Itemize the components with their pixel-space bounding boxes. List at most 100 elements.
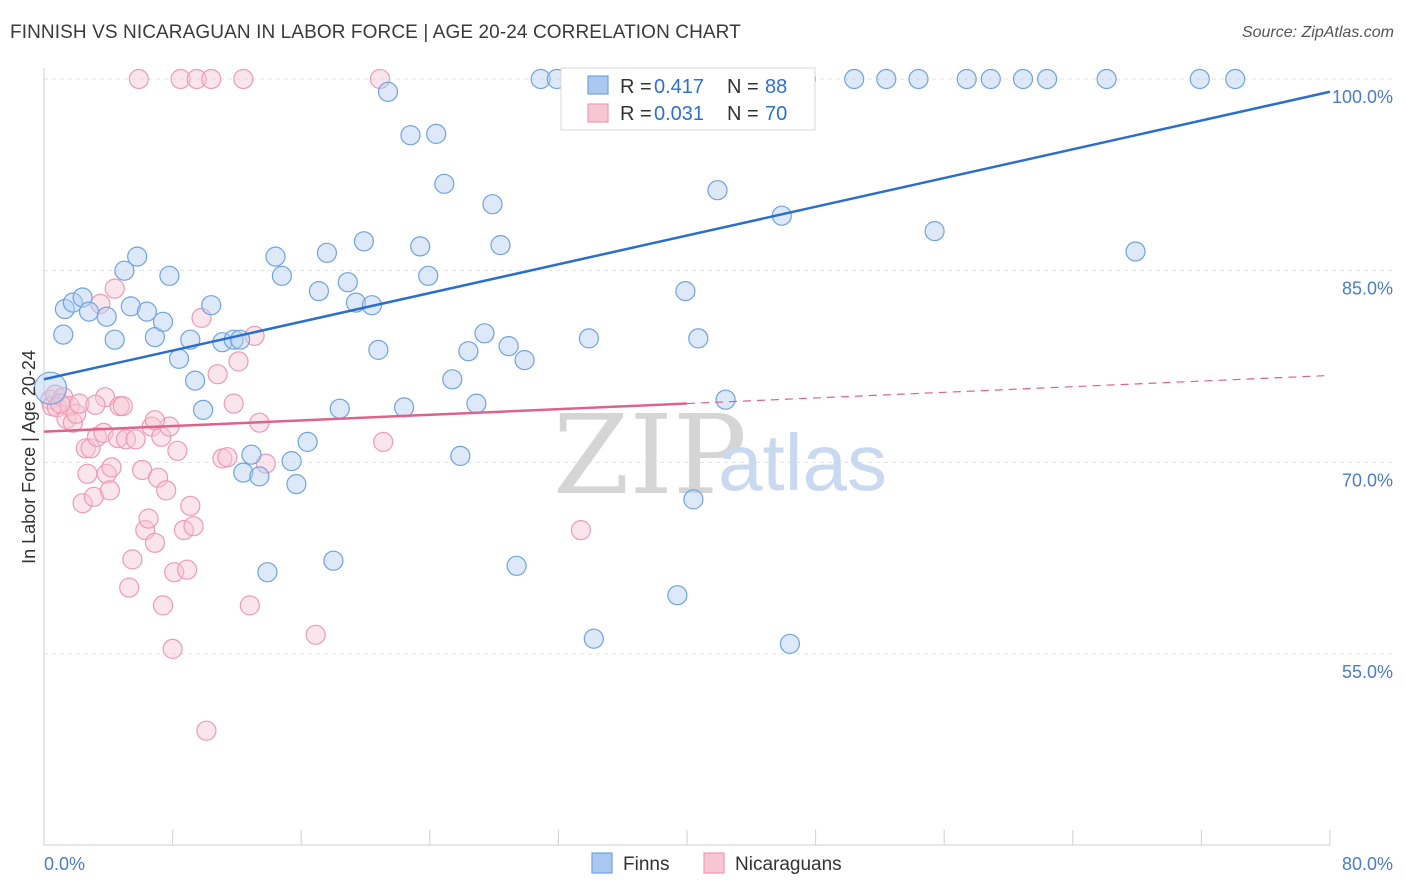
chart-title: FINNISH VS NICARAGUAN IN LABOR FORCE | A…: [10, 22, 741, 43]
nicaraguans-point: [233, 68, 254, 90]
nicaraguans-trend-line: [43, 402, 688, 433]
x-tick-label-min: 0.0%: [44, 854, 85, 874]
finns-point: [1012, 68, 1034, 90]
nicaraguans-point: [104, 278, 125, 299]
finns-point: [458, 341, 479, 362]
finns-point: [908, 68, 929, 90]
finns-point: [876, 68, 897, 90]
finns-point: [410, 236, 431, 257]
y-tick-label-85: 85.0%: [1342, 279, 1393, 299]
nicaraguans-point: [90, 293, 111, 314]
finns-point: [667, 585, 688, 606]
nicaraguans-point: [148, 467, 169, 488]
finns-point: [1125, 241, 1146, 262]
nicaraguans-point: [162, 638, 183, 660]
finns-point: [924, 221, 945, 242]
finns-point: [271, 265, 292, 286]
finns-point: [152, 311, 174, 332]
finns-point: [583, 628, 604, 649]
legend-r-label-finns: R =: [620, 76, 652, 98]
nicaraguans-point: [196, 720, 217, 741]
finns-point: [185, 370, 206, 391]
finns-point: [159, 265, 180, 286]
nicaraguans-point: [177, 559, 198, 580]
finns-point: [394, 397, 415, 418]
nicaraguans-point: [164, 562, 185, 583]
finns-point: [956, 68, 977, 90]
finns-point: [104, 329, 125, 350]
finns-point: [683, 489, 704, 510]
legend-n-value-nicaraguans: 70: [765, 103, 787, 125]
finns-point: [96, 306, 117, 327]
watermark-atlas: atlas: [718, 418, 887, 507]
finns-point: [474, 323, 495, 344]
finns-trend-line: [43, 90, 1331, 381]
finns-point: [353, 231, 374, 252]
y-tick-label-100: 100.0%: [1332, 87, 1393, 107]
nicaraguans-point: [77, 463, 98, 484]
legend-n-label-nicaraguans: N =: [727, 103, 759, 125]
finns-point: [62, 292, 84, 313]
nicaraguans-point: [255, 453, 276, 474]
nicaraguans-point: [369, 68, 391, 90]
finns-point: [578, 328, 600, 349]
finns-point: [281, 451, 302, 472]
finns-point: [54, 298, 76, 320]
nicaraguans-points: [40, 68, 592, 741]
nicaraguans-point: [85, 394, 106, 415]
nicaraguans-point: [223, 393, 244, 414]
finns-point: [120, 296, 141, 317]
series-legend-swatch-finns: [591, 852, 613, 874]
nicaraguans-point: [122, 549, 143, 570]
y-tick-label-55: 55.0%: [1342, 662, 1393, 682]
nicaraguans-point: [112, 396, 133, 417]
nicaraguans-point: [80, 438, 101, 459]
finns-point: [1096, 68, 1117, 90]
finns-point: [53, 324, 74, 345]
series-legend-label-finns: Finns: [623, 854, 669, 875]
nicaraguans-point: [101, 457, 122, 478]
finns-point: [114, 260, 135, 281]
finns-point: [323, 550, 344, 571]
legend-r-label-nicaraguans: R =: [620, 103, 652, 125]
finns-point: [688, 328, 709, 349]
finns-point: [33, 371, 68, 405]
nicaraguans-point: [183, 516, 204, 537]
finns-point: [297, 431, 318, 452]
finns-point: [844, 68, 865, 90]
watermark: ZIP atlas: [553, 391, 887, 519]
finns-point: [715, 389, 736, 410]
finns-point: [400, 125, 421, 146]
finns-point: [466, 393, 487, 414]
nicaraguans-point: [138, 508, 159, 529]
finns-point: [980, 68, 1001, 90]
series-legend-label-nicaraguans: Nicaraguans: [735, 854, 842, 875]
finns-point: [490, 235, 511, 256]
finns-point: [368, 339, 389, 360]
nicaraguans-point: [56, 408, 77, 429]
nicaraguans-point: [125, 429, 146, 450]
finns-point: [442, 369, 463, 390]
nicaraguans-point: [305, 624, 326, 645]
finns-point: [530, 68, 551, 90]
nicaraguans-point: [167, 440, 188, 461]
nicaraguans-point: [144, 410, 165, 431]
nicaraguans-point: [170, 68, 191, 90]
finns-point: [265, 246, 286, 267]
finns-point: [241, 444, 262, 465]
nicaraguans-point: [201, 68, 222, 90]
nicaraguans-point: [373, 431, 394, 452]
finns-point: [136, 301, 157, 322]
finns-point: [514, 350, 535, 371]
finns-point: [286, 474, 307, 495]
finns-point: [193, 399, 214, 420]
finns-point: [233, 462, 254, 483]
nicaraguans-point: [144, 532, 165, 553]
finns-point: [257, 562, 278, 583]
finns-point: [201, 295, 222, 316]
stats-legend: R = 0.417 N = 88 R = 0.031 N = 70: [560, 67, 816, 131]
nicaraguans-point: [152, 595, 174, 616]
series-legend: Finns Nicaraguans: [591, 852, 842, 875]
nicaraguans-point: [128, 68, 149, 90]
nicaraguans-point: [180, 495, 201, 516]
